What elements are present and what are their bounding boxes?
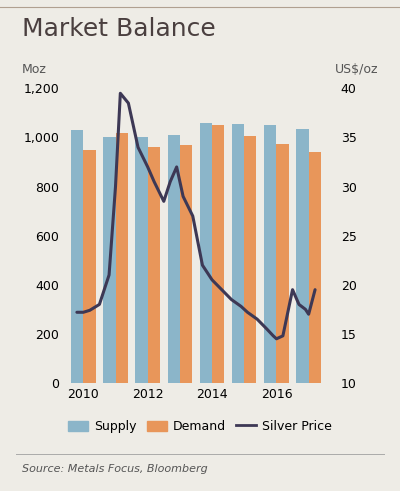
Bar	[232, 124, 244, 383]
Bar	[83, 150, 96, 383]
Bar	[276, 144, 289, 383]
Text: Moz: Moz	[22, 63, 47, 76]
Text: US$/oz: US$/oz	[334, 63, 378, 76]
Text: Market Balance: Market Balance	[22, 17, 216, 41]
Legend: Supply, Demand, Silver Price: Supply, Demand, Silver Price	[63, 415, 337, 438]
Bar	[116, 133, 128, 383]
Bar	[212, 125, 224, 383]
Bar	[200, 123, 212, 383]
Bar	[180, 145, 192, 383]
Bar	[168, 135, 180, 383]
Bar	[309, 152, 321, 383]
Bar	[296, 129, 309, 383]
Bar	[136, 137, 148, 383]
Bar	[148, 147, 160, 383]
Bar	[244, 136, 256, 383]
Bar	[71, 130, 83, 383]
Text: Source: Metals Focus, Bloomberg: Source: Metals Focus, Bloomberg	[22, 464, 208, 474]
Bar	[103, 137, 116, 383]
Bar	[264, 125, 276, 383]
